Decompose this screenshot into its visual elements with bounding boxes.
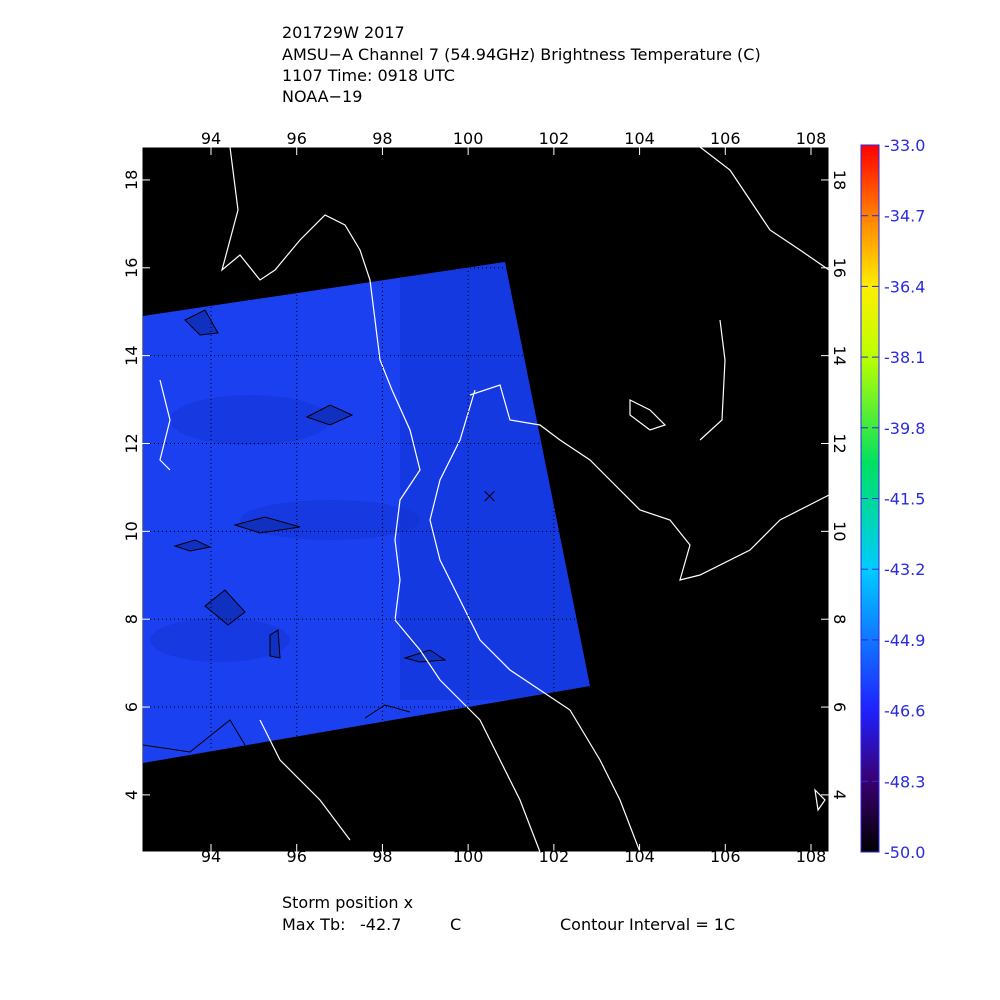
y-tick-label: 12: [122, 433, 141, 453]
x-tick-label: 100: [453, 847, 484, 866]
x-tick-label: 108: [796, 129, 827, 148]
footer-max-value: -42.7: [360, 915, 401, 934]
x-tick-label: 94: [201, 129, 221, 148]
footer-contour: Contour Interval = 1C: [560, 915, 735, 934]
x-tick-label: 100: [453, 129, 484, 148]
x-tick-label: 102: [539, 847, 570, 866]
map-ticks: 9494969698981001001021021041041061061081…: [122, 129, 849, 866]
colorbar-label: -36.4: [884, 277, 925, 296]
title-line: 201729W 2017: [282, 23, 405, 42]
x-tick-label: 94: [201, 847, 221, 866]
x-tick-label: 104: [624, 129, 655, 148]
footer-storm: Storm position x: [282, 893, 413, 912]
y-tick-label: 6: [830, 702, 849, 712]
colorbar-label: -34.7: [884, 207, 925, 226]
y-tick-label: 16: [122, 258, 141, 278]
storm-position: [484, 490, 495, 502]
y-tick-label: 6: [122, 702, 141, 712]
y-tick-label: 14: [830, 345, 849, 365]
x-tick-label: 102: [539, 129, 570, 148]
colorbar-label: -38.1: [884, 348, 925, 367]
colorbar-label: -39.8: [884, 419, 925, 438]
colorbar-label: -43.2: [884, 560, 925, 579]
y-tick-label: 16: [830, 258, 849, 278]
colorbar-label: -44.9: [884, 631, 925, 650]
header: 201729W 2017 AMSU−A Channel 7 (54.94GHz)…: [282, 23, 761, 106]
x-tick-label: 96: [287, 129, 307, 148]
x-tick-label: 108: [796, 847, 827, 866]
x-tick-label: 98: [372, 847, 392, 866]
y-tick-label: 10: [122, 521, 141, 541]
y-tick-label: 18: [122, 170, 141, 190]
footer: Storm position x Max Tb: -42.7 C Contour…: [282, 893, 735, 934]
footer-unit: C: [450, 915, 461, 934]
footer-max-label: Max Tb:: [282, 915, 345, 934]
x-tick-label: 98: [372, 129, 392, 148]
y-tick-label: 4: [122, 790, 141, 800]
x-tick-label: 106: [710, 129, 741, 148]
y-tick-label: 12: [830, 433, 849, 453]
colorbar-label: -46.6: [884, 702, 925, 721]
coastline: [159, 147, 829, 852]
x-tick-label: 106: [710, 847, 741, 866]
colorbar-label: -33.0: [884, 136, 925, 155]
y-tick-label: 8: [122, 614, 141, 624]
y-tick-label: 10: [830, 521, 849, 541]
title-line: AMSU−A Channel 7 (54.94GHz) Brightness T…: [282, 45, 761, 64]
x-tick-label: 104: [624, 847, 655, 866]
y-tick-label: 4: [830, 790, 849, 800]
y-tick-label: 14: [122, 345, 141, 365]
y-tick-label: 8: [830, 614, 849, 624]
colorbar-ticks: -33.0 -34.7 -36.4 -38.1 -39.8 -41.5 -43.2 -44.9…: [861, 136, 925, 862]
colorbar-label: -50.0: [884, 843, 925, 862]
colorbar-label: -41.5: [884, 490, 925, 509]
map-frame: [141, 146, 830, 853]
title-line: NOAA−19: [282, 87, 362, 106]
x-tick-label: 96: [287, 847, 307, 866]
y-tick-label: 18: [830, 170, 849, 190]
title-line: 1107 Time: 0918 UTC: [282, 66, 455, 85]
storm-x: [484, 490, 495, 502]
colorbar-label: -48.3: [884, 772, 925, 791]
